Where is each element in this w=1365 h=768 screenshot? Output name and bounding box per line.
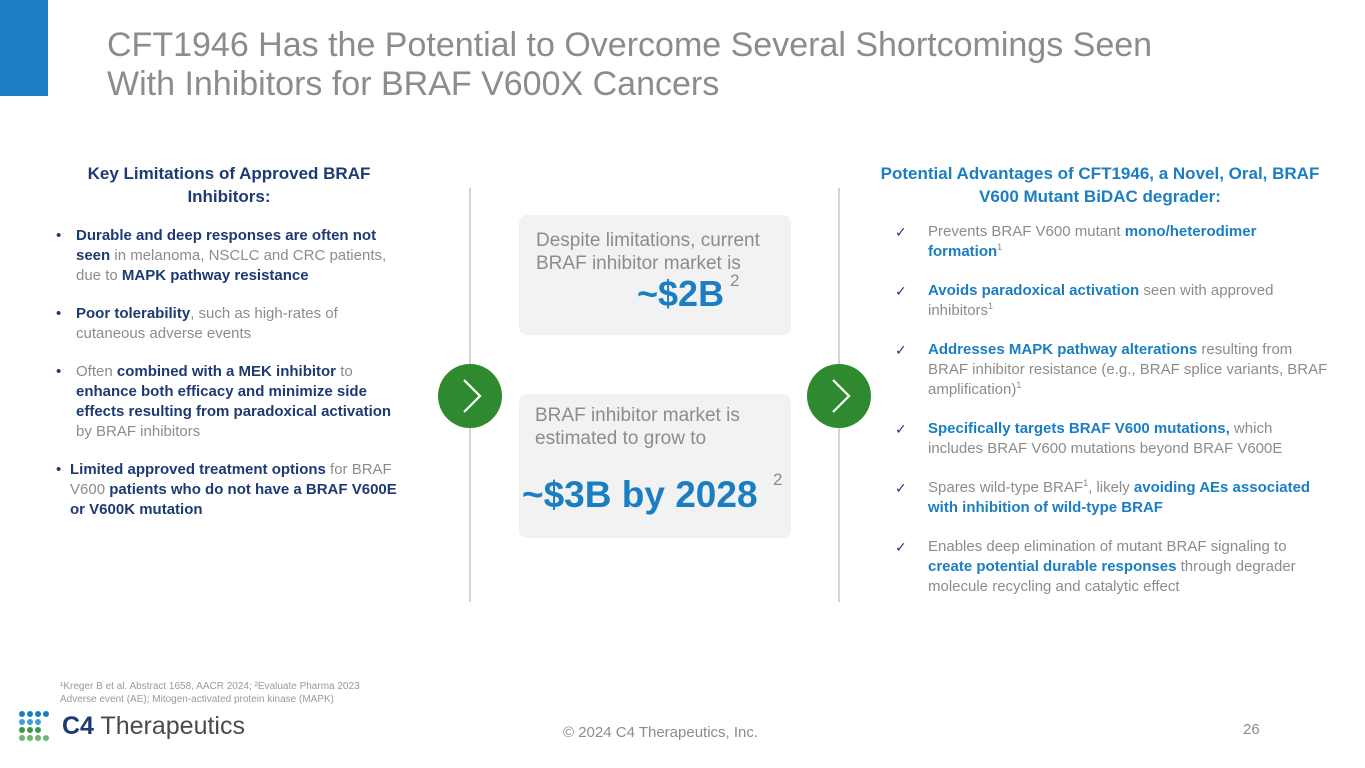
checkmark-icon: ✓ xyxy=(895,283,907,299)
projected-market-text: BRAF inhibitor market is estimated to gr… xyxy=(535,405,740,449)
logo-dots-icon xyxy=(19,711,49,741)
list-item: • Often combined with a MEK inhibitor to… xyxy=(56,363,392,440)
list-item: • Poor tolerability, such as high-rates … xyxy=(56,305,338,342)
page-title: CFT1946 Has the Potential to Overcome Se… xyxy=(107,26,1287,104)
bullet-icon: • xyxy=(56,305,62,322)
list-item: ✓ Addresses MAPK pathway alterations res… xyxy=(895,341,1328,398)
bullet-icon: • xyxy=(56,227,62,244)
list-item: ✓ Spares wild-type BRAF1, likely avoidin… xyxy=(895,478,1311,517)
page-number: 26 xyxy=(1243,721,1260,738)
list-item: ✓ Enables deep elimination of mutant BRA… xyxy=(895,538,1296,595)
advantages-list: ✓ Prevents BRAF V600 mutant mono/heterod… xyxy=(880,222,1330,597)
list-item: ✓ Prevents BRAF V600 mutant mono/heterod… xyxy=(895,223,1257,260)
chevron-right-icon xyxy=(438,364,502,428)
title-line-2: With Inhibitors for BRAF V600X Cancers xyxy=(107,65,720,103)
logo-wordmark: C4 Therapeutics xyxy=(62,712,245,740)
checkmark-icon: ✓ xyxy=(895,342,907,358)
copyright-text: © 2024 C4 Therapeutics, Inc. xyxy=(563,724,759,741)
current-market-value: ~$2B xyxy=(637,273,725,314)
advantages-heading: Potential Advantages of CFT1946, a Novel… xyxy=(880,164,1320,206)
key-limitations-section: Key Limitations of Approved BRAF Inhibit… xyxy=(44,162,404,538)
current-market-box: Despite limitations, current BRAF inhibi… xyxy=(519,215,791,335)
advantages-section: Potential Advantages of CFT1946, a Novel… xyxy=(880,162,1330,616)
limitations-list: • Durable and deep responses are often n… xyxy=(44,226,404,520)
list-item: ✓ Specifically targets BRAF V600 mutatio… xyxy=(895,420,1283,457)
footnote-ref: 2 xyxy=(773,470,783,489)
list-item: • Limited approved treatment options for… xyxy=(56,461,397,518)
title-line-1: CFT1946 Has the Potential to Overcome Se… xyxy=(107,26,1153,64)
checkmark-icon: ✓ xyxy=(895,480,907,496)
projected-market-box: BRAF inhibitor market is estimated to gr… xyxy=(519,394,791,538)
current-market-text: Despite limitations, current BRAF inhibi… xyxy=(536,230,760,274)
footnote-ref: 2 xyxy=(730,271,740,290)
checkmark-icon: ✓ xyxy=(895,421,907,437)
bullet-icon: • xyxy=(56,363,62,380)
key-limitations-heading: Key Limitations of Approved BRAF Inhibit… xyxy=(87,164,371,206)
list-item: • Durable and deep responses are often n… xyxy=(56,227,387,284)
projected-market-value: ~$3B by 2028 xyxy=(522,474,758,515)
company-logo: C4 Therapeutics xyxy=(18,708,258,748)
list-item: ✓ Avoids paradoxical activation seen wit… xyxy=(895,282,1274,319)
footnotes: ¹Kreger B et al. Abstract 1658, AACR 202… xyxy=(60,681,360,705)
checkmark-icon: ✓ xyxy=(895,224,907,240)
checkmark-icon: ✓ xyxy=(895,539,907,555)
title-accent-bar xyxy=(0,0,48,96)
chevron-right-icon xyxy=(807,364,871,428)
bullet-icon: • xyxy=(56,461,62,478)
